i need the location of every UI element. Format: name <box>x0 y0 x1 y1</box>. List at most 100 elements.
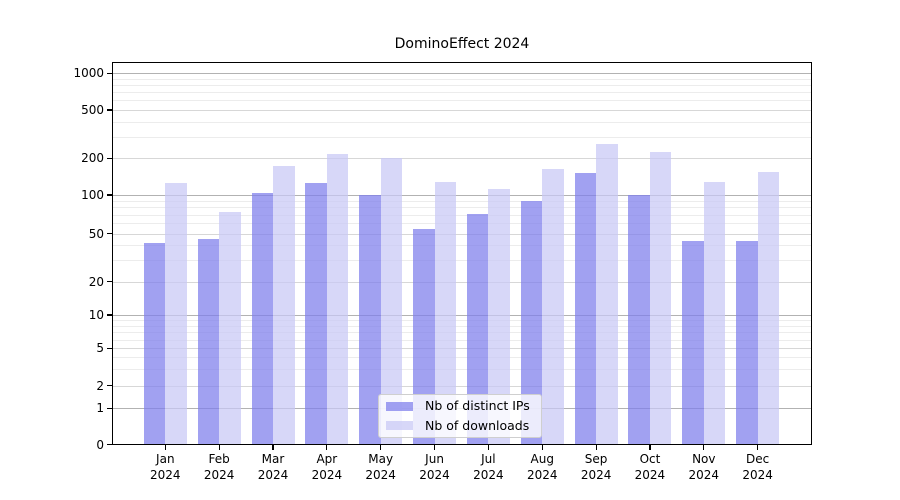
x-tick-label: Sep 2024 <box>564 451 628 483</box>
y-tick-mark <box>107 109 112 111</box>
bar-nb-of-distinct-ips-oct <box>628 195 650 445</box>
x-tick-year: 2024 <box>634 468 666 482</box>
x-tick-month: Sep <box>584 452 608 466</box>
y-tick-mark <box>107 384 112 387</box>
x-tick-month: Jan <box>156 452 175 466</box>
y-tick-label: 100 <box>81 188 104 202</box>
mid-gridline <box>112 385 812 387</box>
y-tick-mark <box>107 194 112 196</box>
x-tick-year: 2024 <box>742 468 773 482</box>
mid-gridline <box>112 348 812 350</box>
legend-swatch-downloads <box>386 421 413 431</box>
plot-area <box>112 62 812 445</box>
x-tick-label: Jul 2024 <box>456 451 520 483</box>
bar-nb-of-downloads-jan <box>165 182 187 445</box>
x-tick-mark <box>649 445 651 450</box>
x-tick-label: Mar 2024 <box>241 451 305 483</box>
minor-gridline <box>112 260 812 262</box>
x-tick-year: 2024 <box>688 468 720 482</box>
x-tick-month: Nov <box>692 452 716 466</box>
bar-nb-of-downloads-apr <box>326 154 349 445</box>
major-gridline <box>112 195 812 196</box>
x-tick-year: 2024 <box>203 468 235 482</box>
y-tick-mark <box>107 314 112 316</box>
bar-nb-of-downloads-may <box>380 158 403 445</box>
legend-swatch-distinct-ips <box>386 401 413 411</box>
legend-item: Nb of distinct IPs <box>386 398 534 415</box>
bar-nb-of-downloads-jul <box>488 188 510 445</box>
minor-gridline <box>112 325 812 327</box>
legend-item: Nb of downloads <box>386 418 534 435</box>
bar-nb-of-distinct-ips-mar <box>251 193 273 445</box>
bar-nb-of-downloads-jun <box>434 181 457 445</box>
mid-gridline <box>112 158 812 160</box>
bar-nb-of-distinct-ips-apr <box>305 183 327 445</box>
y-tick-label: 1000 <box>73 66 104 81</box>
x-tick-mark <box>433 445 436 450</box>
bar-nb-of-downloads-oct <box>649 152 672 445</box>
legend-label: Nb of distinct IPs <box>425 398 530 414</box>
mid-gridline <box>112 233 812 235</box>
bar-nb-of-distinct-ips-jul <box>466 214 489 445</box>
x-tick-year: 2024 <box>526 468 558 482</box>
y-tick-mark <box>107 443 112 446</box>
x-tick-mark <box>487 445 489 450</box>
minor-gridline <box>112 245 812 247</box>
x-tick-year: 2024 <box>150 468 181 482</box>
x-tick-label: Aug 2024 <box>510 451 574 483</box>
x-tick-month: Mar <box>261 452 285 466</box>
minor-gridline <box>112 339 812 341</box>
bar-nb-of-distinct-ips-dec <box>736 241 758 445</box>
minor-gridline <box>112 369 812 371</box>
x-tick-label: Jun 2024 <box>403 451 467 483</box>
bar-nb-of-distinct-ips-nov <box>682 241 704 445</box>
x-tick-label: Feb 2024 <box>187 451 251 483</box>
x-tick-mark <box>703 445 705 450</box>
bar-nb-of-distinct-ips-sep <box>574 172 597 445</box>
y-tick-mark <box>107 347 112 349</box>
x-tick-label: Nov 2024 <box>672 451 736 483</box>
minor-gridline <box>112 320 812 322</box>
x-tick-month: Apr <box>316 452 338 466</box>
mid-gridline <box>112 110 812 111</box>
x-tick-month: Jul <box>481 452 496 466</box>
y-tick-label: 0 <box>96 437 104 452</box>
bar-nb-of-distinct-ips-jun <box>413 229 435 445</box>
bar-nb-of-downloads-sep <box>596 144 618 445</box>
x-tick-year: 2024 <box>580 468 612 482</box>
x-tick-year: 2024 <box>311 468 343 482</box>
x-tick-month: Dec <box>746 452 770 466</box>
y-tick-mark <box>107 232 112 235</box>
x-tick-label: May 2024 <box>349 451 413 483</box>
x-tick-mark <box>595 445 597 450</box>
y-tick-label: 50 <box>88 226 104 241</box>
y-tick-label: 500 <box>81 103 104 117</box>
x-tick-mark <box>164 445 166 450</box>
bar-nb-of-distinct-ips-jan <box>143 242 166 445</box>
minor-gridline <box>112 207 812 209</box>
bar-nb-of-downloads-feb <box>219 212 241 445</box>
bar-nb-of-distinct-ips-may <box>359 195 381 445</box>
legend-label: Nb of downloads <box>425 417 530 433</box>
minor-gridline <box>112 223 812 225</box>
bar-nb-of-distinct-ips-aug <box>520 200 543 445</box>
y-tick-mark <box>107 157 112 159</box>
y-tick-label: 2 <box>96 378 104 393</box>
x-tick-label: Apr 2024 <box>295 451 359 483</box>
x-tick-mark <box>380 445 382 450</box>
x-tick-year: 2024 <box>419 468 450 482</box>
y-tick-label: 1 <box>96 401 104 416</box>
x-tick-month: Oct <box>639 452 661 466</box>
mid-gridline <box>112 281 812 283</box>
x-tick-month: May <box>368 452 394 466</box>
y-tick-label: 200 <box>81 151 104 166</box>
minor-gridline <box>112 357 812 359</box>
x-tick-mark <box>757 445 759 450</box>
x-tick-month: Jun <box>425 452 444 466</box>
bar-nb-of-downloads-aug <box>542 169 564 445</box>
minor-gridline <box>112 214 812 216</box>
x-tick-year: 2024 <box>365 468 396 482</box>
chart-title: DominoEffect 2024 <box>394 36 530 52</box>
x-tick-mark <box>326 445 328 450</box>
